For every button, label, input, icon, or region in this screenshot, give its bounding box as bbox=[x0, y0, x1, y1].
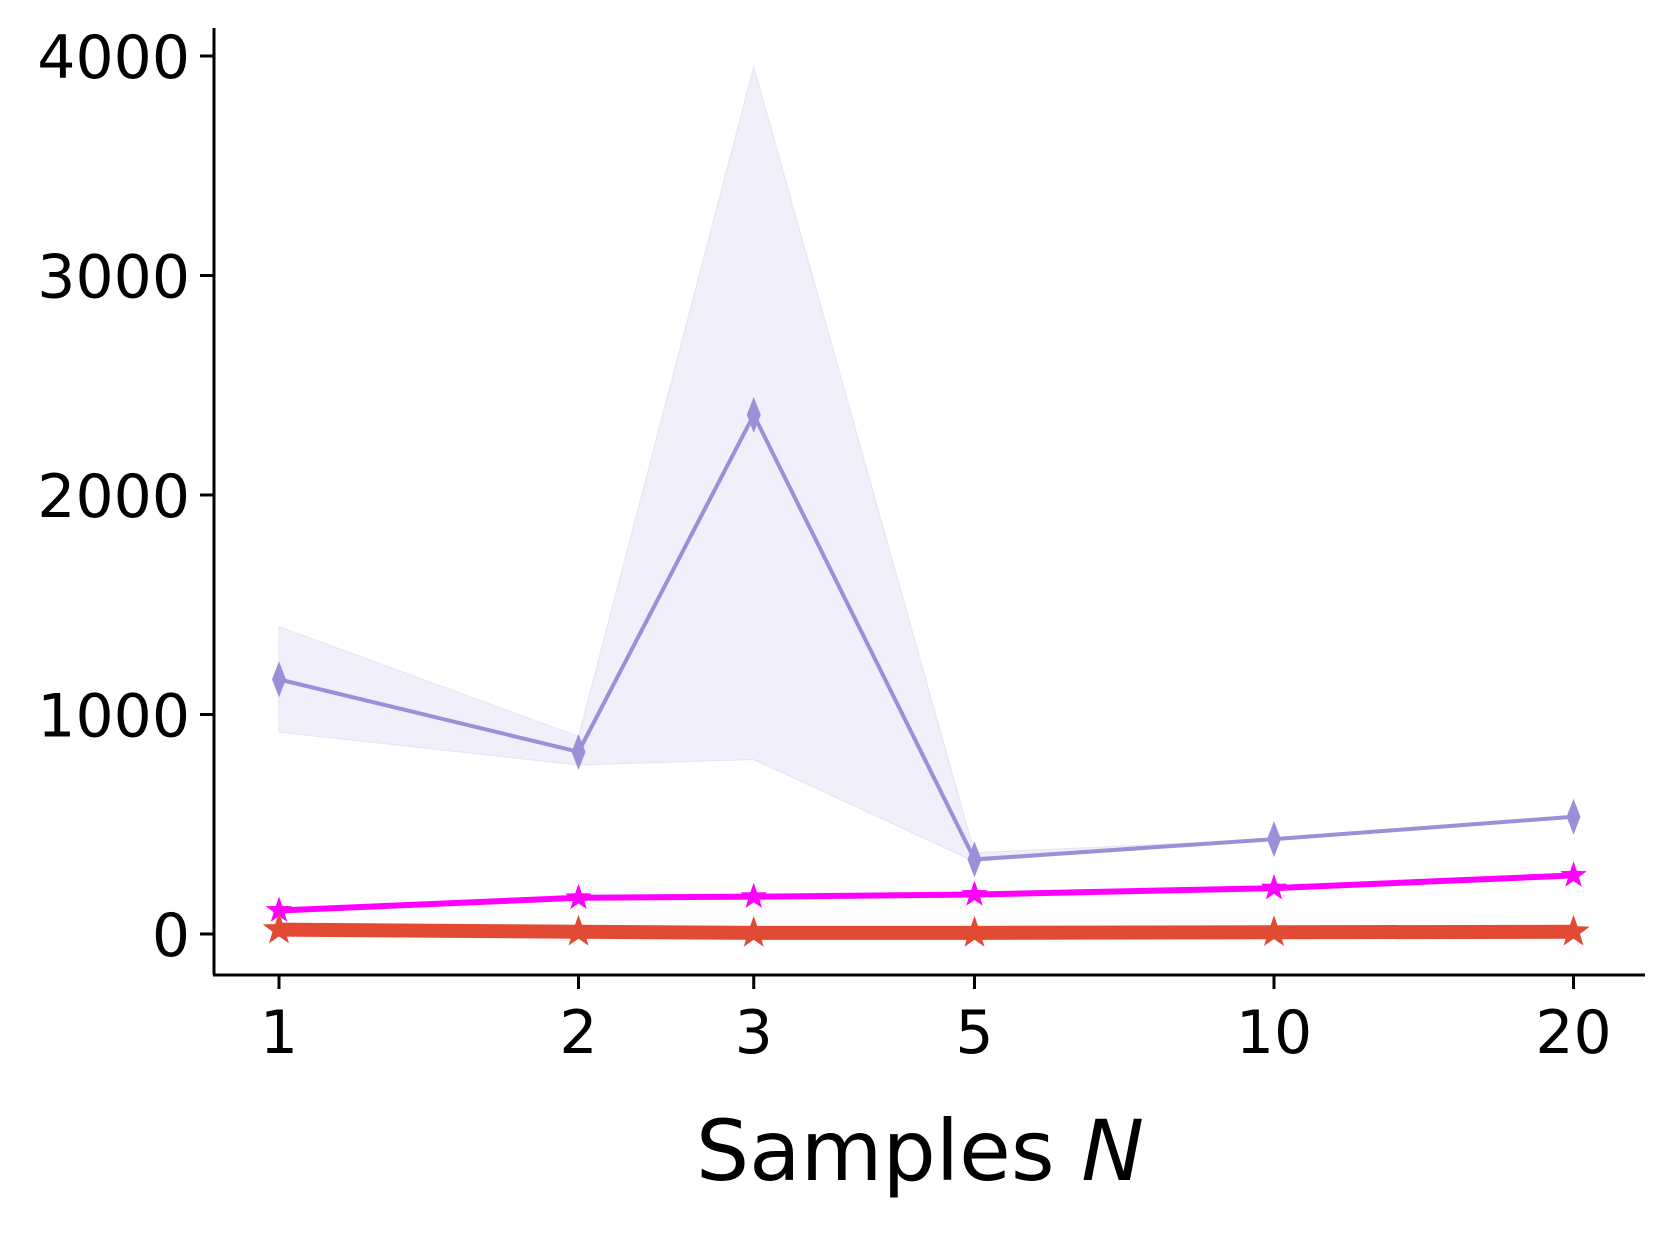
magenta-star-line bbox=[278, 872, 1574, 914]
red-star-point bbox=[958, 915, 991, 947]
y-tick-label: 3000 bbox=[37, 243, 190, 313]
y-tick-label: 1000 bbox=[37, 682, 190, 752]
purple-diamond-point bbox=[1267, 821, 1281, 858]
purple-diamond-point bbox=[746, 396, 761, 433]
purple-diamond-point bbox=[967, 841, 982, 878]
x-tick-label: 10 bbox=[1236, 998, 1312, 1068]
red-star-point bbox=[562, 914, 595, 946]
confidence-bands bbox=[278, 65, 1574, 863]
x-axis-label: Samples N bbox=[696, 1102, 1144, 1200]
x-tick-label: 20 bbox=[1535, 998, 1611, 1068]
purple-diamond-point bbox=[272, 661, 286, 698]
red-star-point bbox=[1257, 915, 1291, 946]
y-tick-label: 4000 bbox=[37, 23, 190, 93]
x-tick-label: 1 bbox=[260, 998, 298, 1068]
series-lines bbox=[262, 396, 1590, 947]
purple-diamond-point bbox=[1566, 798, 1581, 835]
purple-diamond-band bbox=[278, 65, 1574, 863]
magenta-star-point bbox=[740, 882, 768, 908]
x-tick-label: 2 bbox=[559, 998, 597, 1068]
magenta-star-point bbox=[265, 896, 293, 922]
purple-diamond-point bbox=[571, 733, 586, 770]
x-tick-label: 5 bbox=[955, 998, 993, 1068]
y-tick-label: 2000 bbox=[37, 462, 190, 532]
magenta-star-point bbox=[961, 880, 988, 906]
x-tick-label: 3 bbox=[735, 998, 773, 1068]
red-star-point bbox=[262, 912, 296, 944]
red-star-line bbox=[278, 922, 1574, 940]
y-tick-label: 0 bbox=[152, 901, 190, 971]
magenta-star-point bbox=[565, 883, 592, 910]
red-star-point bbox=[1557, 914, 1590, 946]
magenta-star-point bbox=[1260, 874, 1288, 900]
red-star-point bbox=[737, 915, 770, 947]
axis-ticks: 1 2 3 5 10 20 0 1000 2000 3000 4000 bbox=[37, 23, 1611, 1068]
magenta-star-point bbox=[1560, 861, 1587, 887]
purple-diamond-line bbox=[278, 412, 1574, 862]
